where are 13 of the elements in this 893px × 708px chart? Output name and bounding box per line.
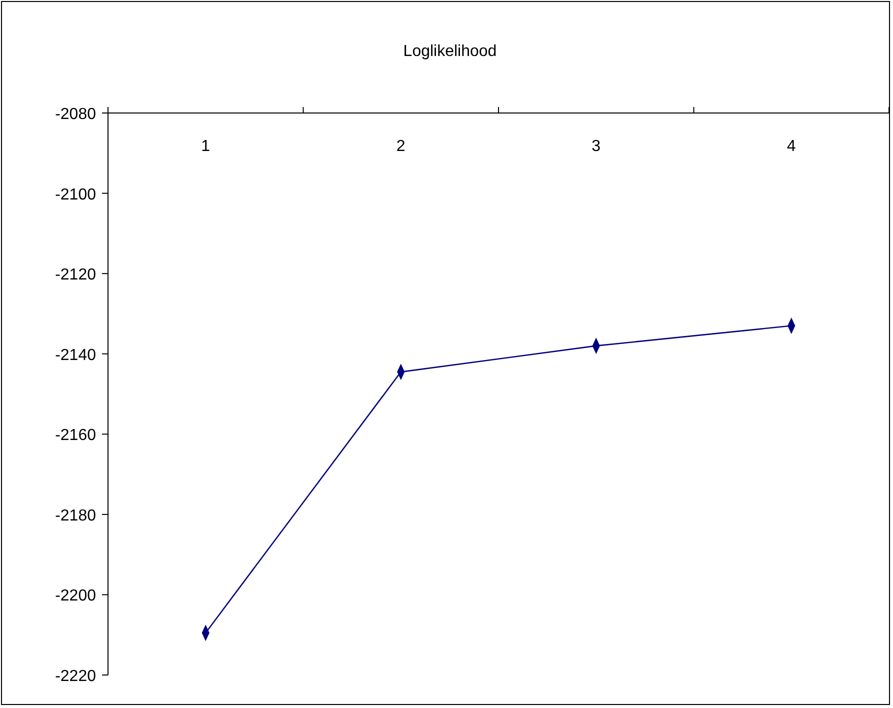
x-tick-label: 2 (396, 138, 406, 155)
x-tick-label: 1 (201, 138, 210, 155)
y-tick-label: -2220 (55, 668, 96, 685)
y-tick-label: -2180 (55, 507, 96, 524)
y-tick-label: -2200 (55, 588, 96, 605)
y-tick-label: -2140 (55, 346, 96, 364)
chart-title: Loglikelihood (403, 43, 497, 60)
x-tick-label: 3 (592, 138, 601, 155)
y-tick-label: -2100 (55, 186, 96, 204)
y-tick-label: -2120 (55, 266, 96, 284)
y-tick-label: -2160 (55, 427, 96, 444)
y-tick-label: -2080 (55, 106, 96, 123)
x-tick-label: 4 (786, 138, 796, 155)
